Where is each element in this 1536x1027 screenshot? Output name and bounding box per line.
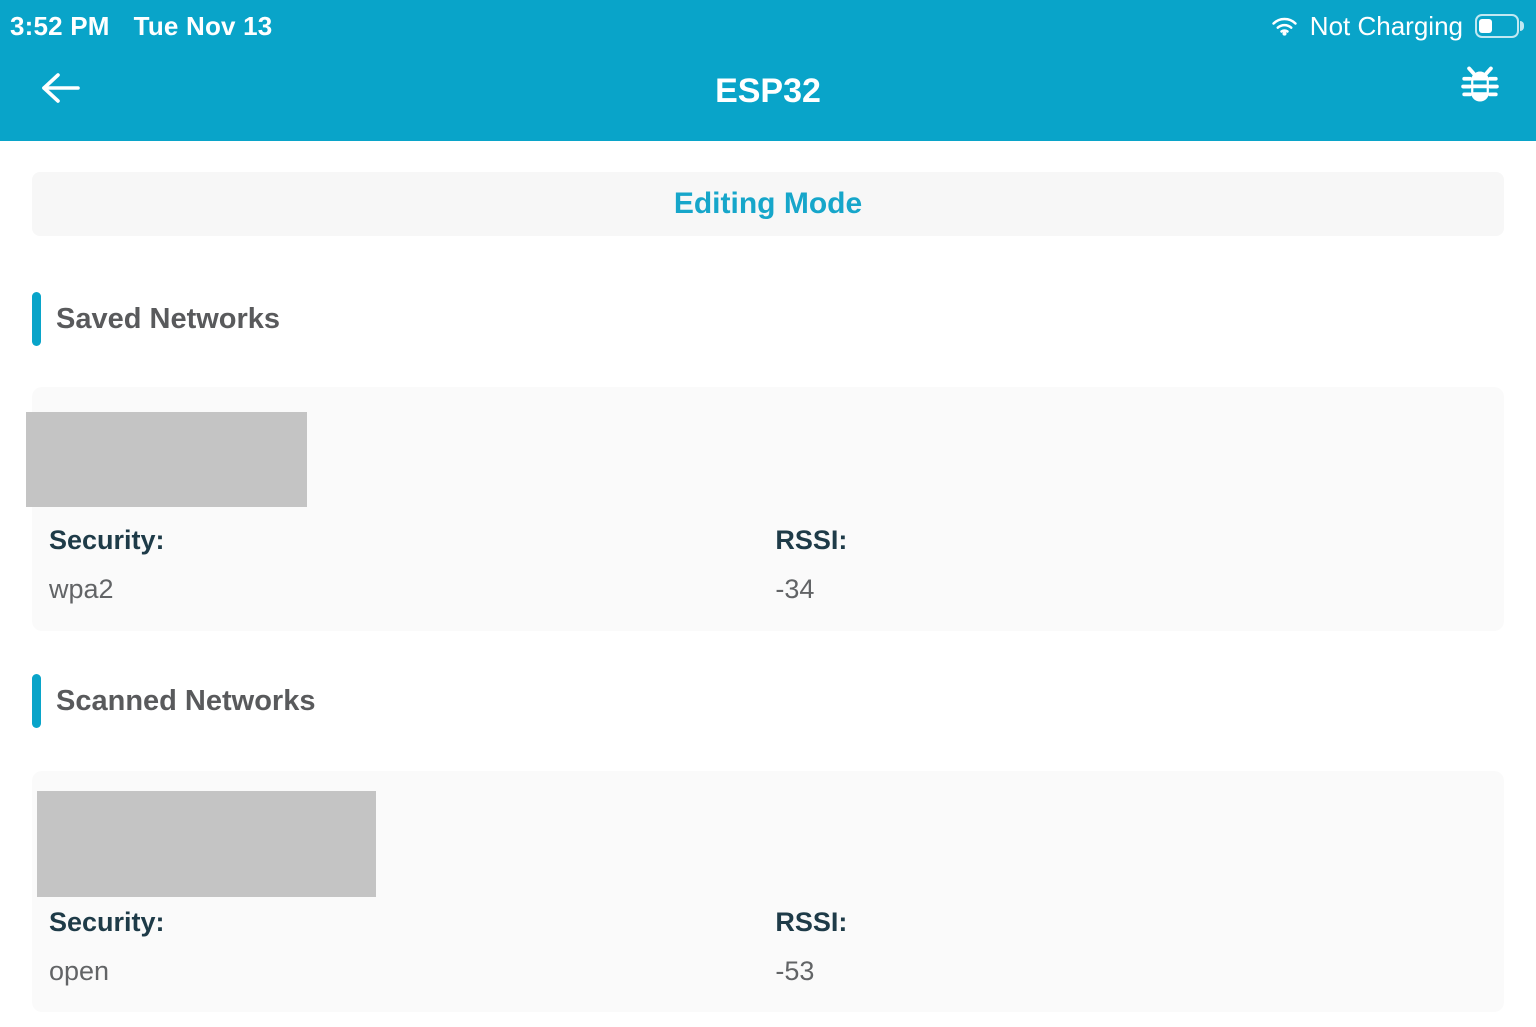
battery-level	[1479, 19, 1492, 33]
status-time: 3:52 PM	[10, 10, 110, 41]
battery-icon	[1475, 14, 1524, 38]
security-value: wpa2	[49, 574, 114, 604]
rssi-label: RSSI:	[775, 525, 848, 555]
security-label: Security:	[49, 525, 165, 555]
security-column: Security: wpa2	[32, 527, 775, 603]
back-button[interactable]	[38, 68, 82, 110]
rssi-value: -34	[775, 574, 815, 604]
redacted-ssid	[37, 791, 376, 897]
section-accent-bar	[32, 292, 41, 346]
rssi-value: -53	[775, 956, 815, 986]
redacted-ssid	[26, 412, 307, 507]
top-bar: 3:52 PM Tue Nov 13 Not Charging	[0, 0, 1536, 141]
battery-outline	[1475, 14, 1519, 38]
editing-mode-button[interactable]: Editing Mode	[32, 172, 1504, 236]
battery-nub	[1520, 21, 1524, 31]
rssi-label: RSSI:	[775, 907, 848, 937]
section-title: Saved Networks	[56, 302, 281, 335]
nav-bar: ESP32	[0, 42, 1536, 141]
editing-mode-label: Editing Mode	[673, 187, 863, 220]
debug-button[interactable]	[1460, 64, 1500, 110]
security-column: Security: open	[32, 909, 775, 985]
security-label: Security:	[49, 907, 165, 937]
battery-status-text: Not Charging	[1309, 10, 1463, 41]
network-fields: Security: wpa2 RSSI: -34	[32, 527, 1504, 603]
page-title: ESP32	[715, 72, 821, 110]
scanned-networks-header: Scanned Networks	[32, 674, 1504, 728]
wifi-icon	[1271, 15, 1298, 37]
rssi-column: RSSI: -53	[775, 909, 1504, 985]
network-fields: Security: open RSSI: -53	[32, 909, 1504, 985]
security-value: open	[49, 956, 110, 986]
back-arrow-icon	[38, 73, 82, 111]
rssi-column: RSSI: -34	[775, 527, 1504, 603]
bug-icon	[1460, 66, 1500, 111]
section-title: Scanned Networks	[56, 684, 316, 717]
saved-network-card[interactable]: Security: wpa2 RSSI: -34	[26, 387, 1504, 631]
status-date: Tue Nov 13	[133, 10, 273, 41]
section-accent-bar	[32, 674, 41, 728]
status-right: Not Charging	[1271, 11, 1524, 42]
status-bar: 3:52 PM Tue Nov 13 Not Charging	[0, 0, 1536, 42]
status-left: 3:52 PM Tue Nov 13	[10, 11, 272, 42]
scanned-network-card[interactable]: Security: open RSSI: -53	[32, 771, 1504, 1012]
saved-networks-header: Saved Networks	[32, 292, 1504, 346]
